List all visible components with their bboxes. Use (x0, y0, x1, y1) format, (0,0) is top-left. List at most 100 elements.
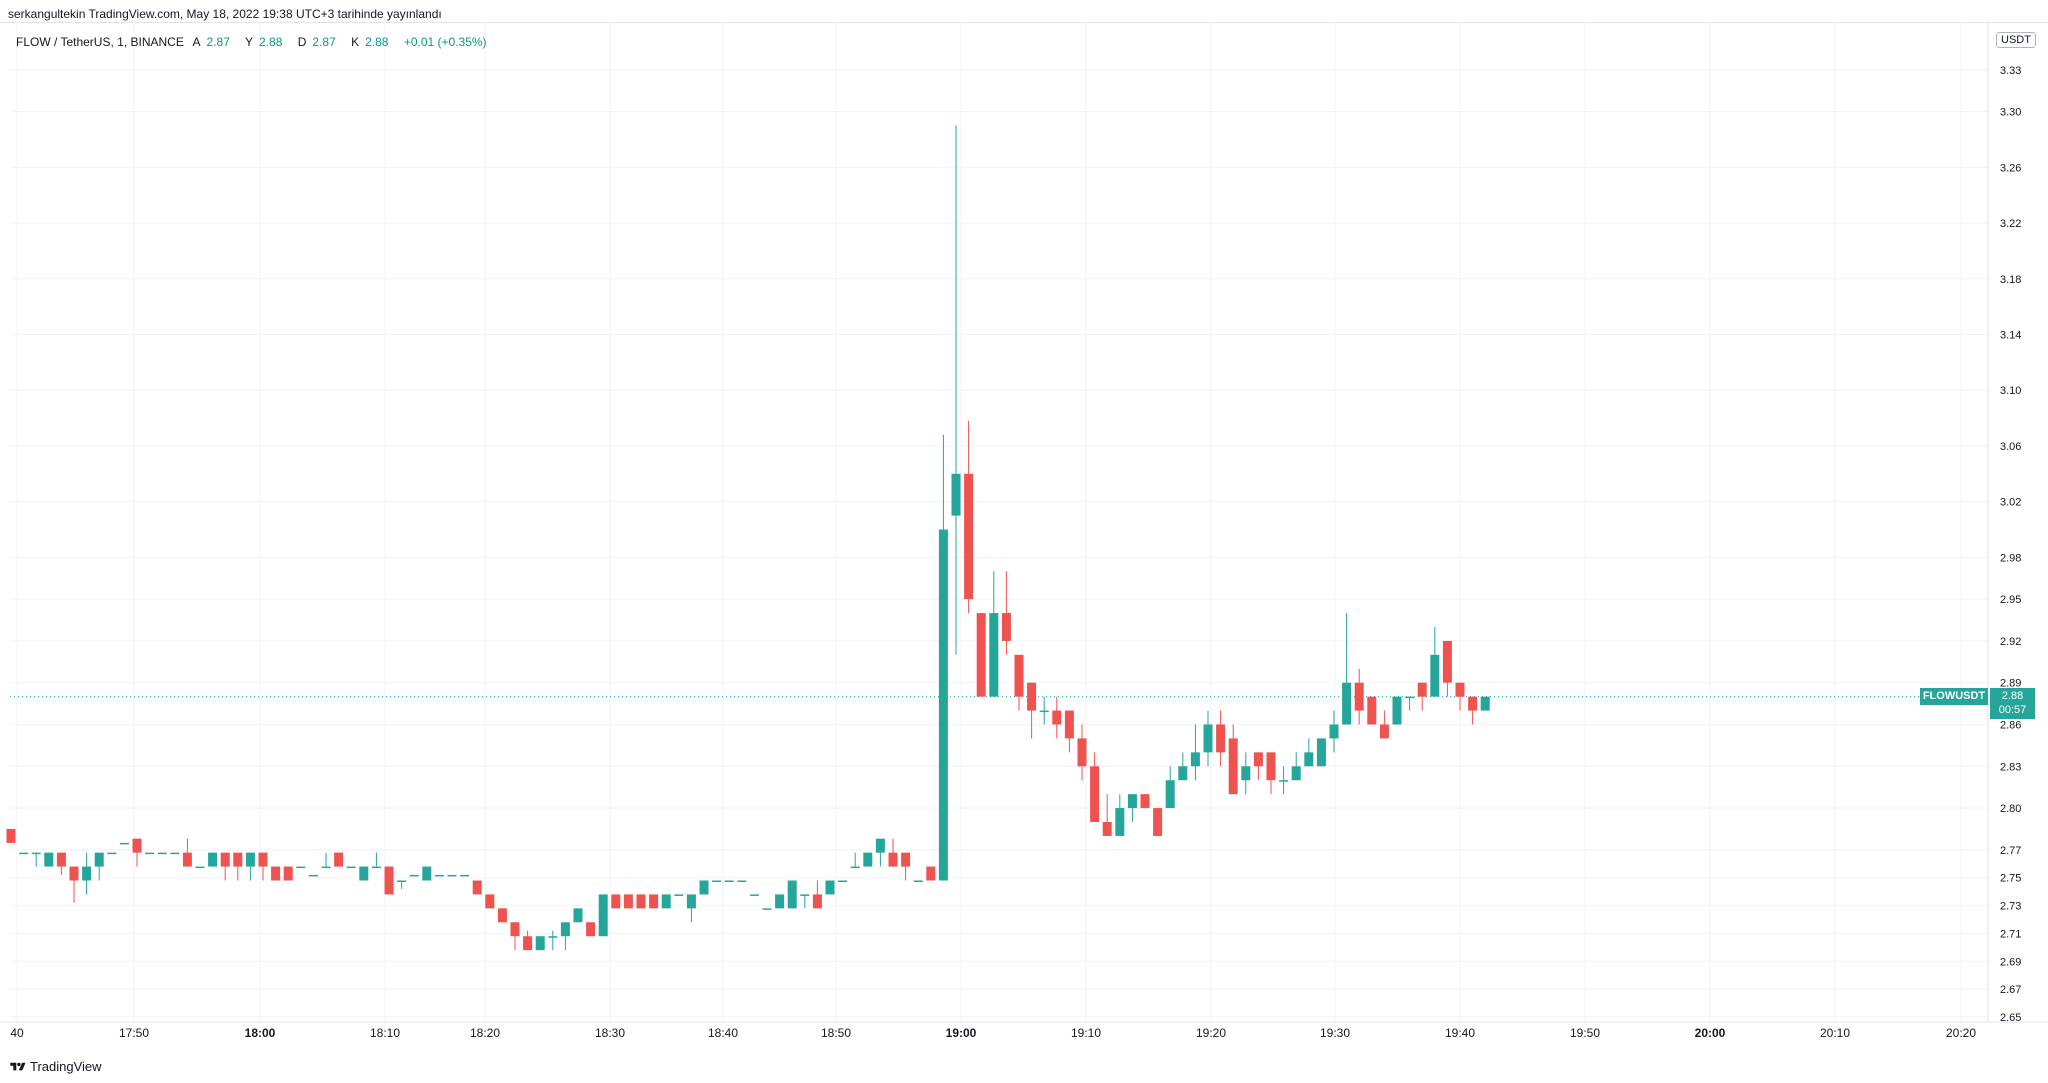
candle-body (434, 874, 444, 877)
price-tick-label: 2.95 (2000, 594, 2021, 606)
candle (1228, 724, 1238, 795)
candle-body (1392, 696, 1402, 725)
price-tick-label: 3.18 (2000, 274, 2021, 286)
candle (220, 852, 230, 881)
candlestick-chart[interactable]: 3.33 3.30 3.26 3.22 3.18 3.14 3.10 3.06 3.02 2.98… (0, 22, 2048, 1045)
candle-body (787, 880, 797, 909)
candle (636, 894, 646, 909)
time-tick-label: 19:30 (1320, 1026, 1350, 1040)
time-tick-label: 18:20 (470, 1026, 500, 1040)
candle (397, 880, 407, 889)
time-tick-label: 20:10 (1820, 1026, 1850, 1040)
candle-body (44, 852, 54, 867)
candle (875, 838, 885, 867)
candle-body (712, 880, 722, 882)
time-axis[interactable]: 40 17:50 18:00 18:10 18:20 18:30 18:40 18:50 19:… (0, 1021, 2048, 1040)
time-tick-label: 19:10 (1071, 1026, 1101, 1040)
candle-body (1367, 696, 1377, 725)
price-tick-label: 2.92 (2000, 636, 2021, 648)
candle (699, 880, 709, 895)
price-tick-label: 2.73 (2000, 901, 2021, 913)
time-tick-label: 19:20 (1196, 1026, 1226, 1040)
candle (1102, 794, 1112, 836)
candle-body (1379, 724, 1389, 739)
last-price: 2.88 (2001, 689, 2024, 702)
candle (787, 880, 797, 909)
candle (195, 866, 205, 869)
candle-body (623, 894, 633, 909)
symbol-price-label: FLOWUSDT (1920, 687, 1988, 705)
candle (623, 894, 633, 909)
candle (1367, 696, 1377, 725)
price-tick-label: 3.02 (2000, 497, 2021, 509)
candle (1064, 710, 1074, 753)
price-tick-label: 2.98 (2000, 552, 2021, 564)
candle (409, 874, 419, 877)
chart-grid (10, 22, 1988, 1022)
candle-body (472, 880, 482, 895)
candle (182, 838, 192, 867)
candle-body (1090, 766, 1100, 822)
candle (1480, 696, 1490, 711)
candle (6, 828, 16, 843)
price-axis[interactable]: 3.33 3.30 3.26 3.22 3.18 3.14 3.10 3.06 3.02 2.98… (1987, 22, 2021, 1024)
price-tick-label: 3.06 (2000, 441, 2021, 453)
legend-close-label: K (351, 35, 360, 49)
candle (812, 880, 822, 909)
candle-body (460, 874, 470, 877)
candle (1077, 724, 1087, 781)
time-tick-label: 18:50 (821, 1026, 851, 1040)
candle (283, 866, 293, 881)
candle-body (510, 922, 520, 937)
candle-body (208, 852, 218, 867)
candle (535, 936, 545, 951)
candle-body (220, 852, 230, 867)
candle-body (586, 922, 596, 937)
price-tick-label: 2.65 (2000, 1012, 2021, 1024)
legend-high-label: Y (245, 35, 254, 49)
candle-body (409, 874, 419, 877)
candle-body (1266, 752, 1276, 781)
candle (82, 852, 92, 895)
legend-low: 2.87 (312, 35, 336, 49)
candle (1316, 738, 1326, 767)
bar-countdown: 00:57 (1998, 703, 2027, 716)
candle (119, 842, 129, 845)
candle-body (371, 866, 381, 869)
candle (334, 852, 344, 867)
candle-body (649, 894, 659, 909)
candle (800, 894, 810, 909)
candle-body (762, 908, 772, 910)
time-tick-label: 18:40 (708, 1026, 738, 1040)
candle (938, 434, 948, 881)
candle (1203, 710, 1213, 767)
candle (157, 852, 167, 855)
tradingview-logo[interactable]: TradingView (10, 1059, 102, 1074)
symbol-legend[interactable]: FLOW / TetherUS, 1, BINANCE A 2.87 Y 2.88 … (16, 35, 493, 49)
legend-title: FLOW / TetherUS, 1, BINANCE (16, 35, 184, 49)
candle (19, 852, 29, 855)
candle (1001, 571, 1011, 655)
tradingview-logo-icon (10, 1062, 26, 1070)
candle (686, 894, 696, 923)
price-tick-label: 2.75 (2000, 873, 2021, 885)
candle (245, 852, 255, 881)
candle (850, 852, 860, 869)
currency-unit-badge[interactable]: USDT (1996, 32, 2036, 48)
candle-body (1190, 752, 1200, 767)
candle (472, 880, 482, 895)
time-tick-label: 20:20 (1946, 1026, 1976, 1040)
candle-body (1405, 696, 1415, 699)
candle-body (901, 852, 911, 867)
publish-info: serkangultekin TradingView.com, May 18, … (8, 7, 442, 21)
candle-body (1304, 752, 1314, 767)
candle (1190, 724, 1200, 781)
candle (1304, 738, 1314, 767)
candle-body (686, 894, 696, 909)
candle (434, 874, 444, 877)
candle (1354, 668, 1364, 725)
candle (384, 866, 394, 895)
candle-body (132, 838, 142, 853)
candle-body (749, 894, 759, 896)
candle (598, 894, 608, 937)
